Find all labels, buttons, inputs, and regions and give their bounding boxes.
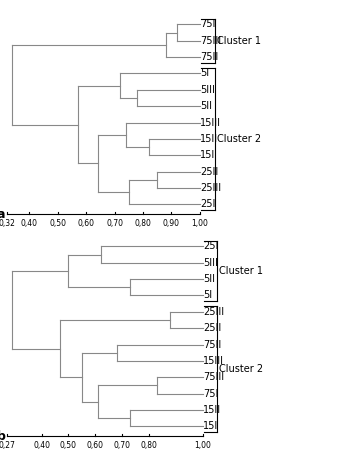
Text: 0,70: 0,70 [106, 219, 123, 228]
Text: 1,00: 1,00 [194, 441, 211, 450]
Text: 75III: 75III [200, 36, 221, 46]
Text: 0,80: 0,80 [140, 441, 157, 450]
Text: 25I: 25I [203, 241, 219, 251]
Text: 0,50: 0,50 [49, 219, 66, 228]
Text: 0,80: 0,80 [135, 219, 152, 228]
Text: 0,70: 0,70 [114, 441, 131, 450]
Text: 0,90: 0,90 [163, 219, 180, 228]
Text: 25II: 25II [200, 167, 219, 177]
Text: 0,40: 0,40 [21, 219, 38, 228]
Text: 5I: 5I [203, 290, 212, 300]
Text: a: a [0, 207, 5, 221]
Text: 5III: 5III [200, 85, 215, 95]
Text: Cluster 1: Cluster 1 [217, 36, 261, 46]
Text: 75I: 75I [203, 389, 219, 399]
Text: 25III: 25III [200, 183, 221, 193]
Text: 0,32: 0,32 [0, 219, 15, 228]
Text: 25II: 25II [203, 323, 221, 333]
Text: 15III: 15III [200, 118, 221, 128]
Text: Cluster 2: Cluster 2 [217, 134, 261, 144]
Text: 0,60: 0,60 [87, 441, 104, 450]
Text: 15II: 15II [203, 405, 221, 415]
Text: 15I: 15I [200, 150, 216, 160]
Text: 1,00: 1,00 [191, 219, 208, 228]
Text: 5III: 5III [203, 258, 218, 268]
Text: 25I: 25I [200, 199, 216, 209]
Text: 5I: 5I [200, 68, 210, 78]
Text: 75III: 75III [203, 372, 224, 382]
Text: 5II: 5II [200, 101, 212, 111]
Text: 5II: 5II [203, 274, 215, 284]
Text: 75II: 75II [203, 340, 221, 350]
Text: 0,60: 0,60 [78, 219, 95, 228]
Text: 75I: 75I [200, 19, 216, 29]
Text: 0,40: 0,40 [33, 441, 50, 450]
Text: 15II: 15II [200, 134, 218, 144]
Text: Cluster 2: Cluster 2 [219, 364, 263, 374]
Text: 15I: 15I [203, 421, 218, 431]
Text: 0,50: 0,50 [60, 441, 77, 450]
Text: b: b [0, 429, 5, 443]
Text: 0,27: 0,27 [0, 441, 15, 450]
Text: Cluster 1: Cluster 1 [219, 266, 263, 276]
Text: 75II: 75II [200, 52, 219, 62]
Text: 15III: 15III [203, 356, 224, 366]
Text: 25III: 25III [203, 307, 224, 317]
